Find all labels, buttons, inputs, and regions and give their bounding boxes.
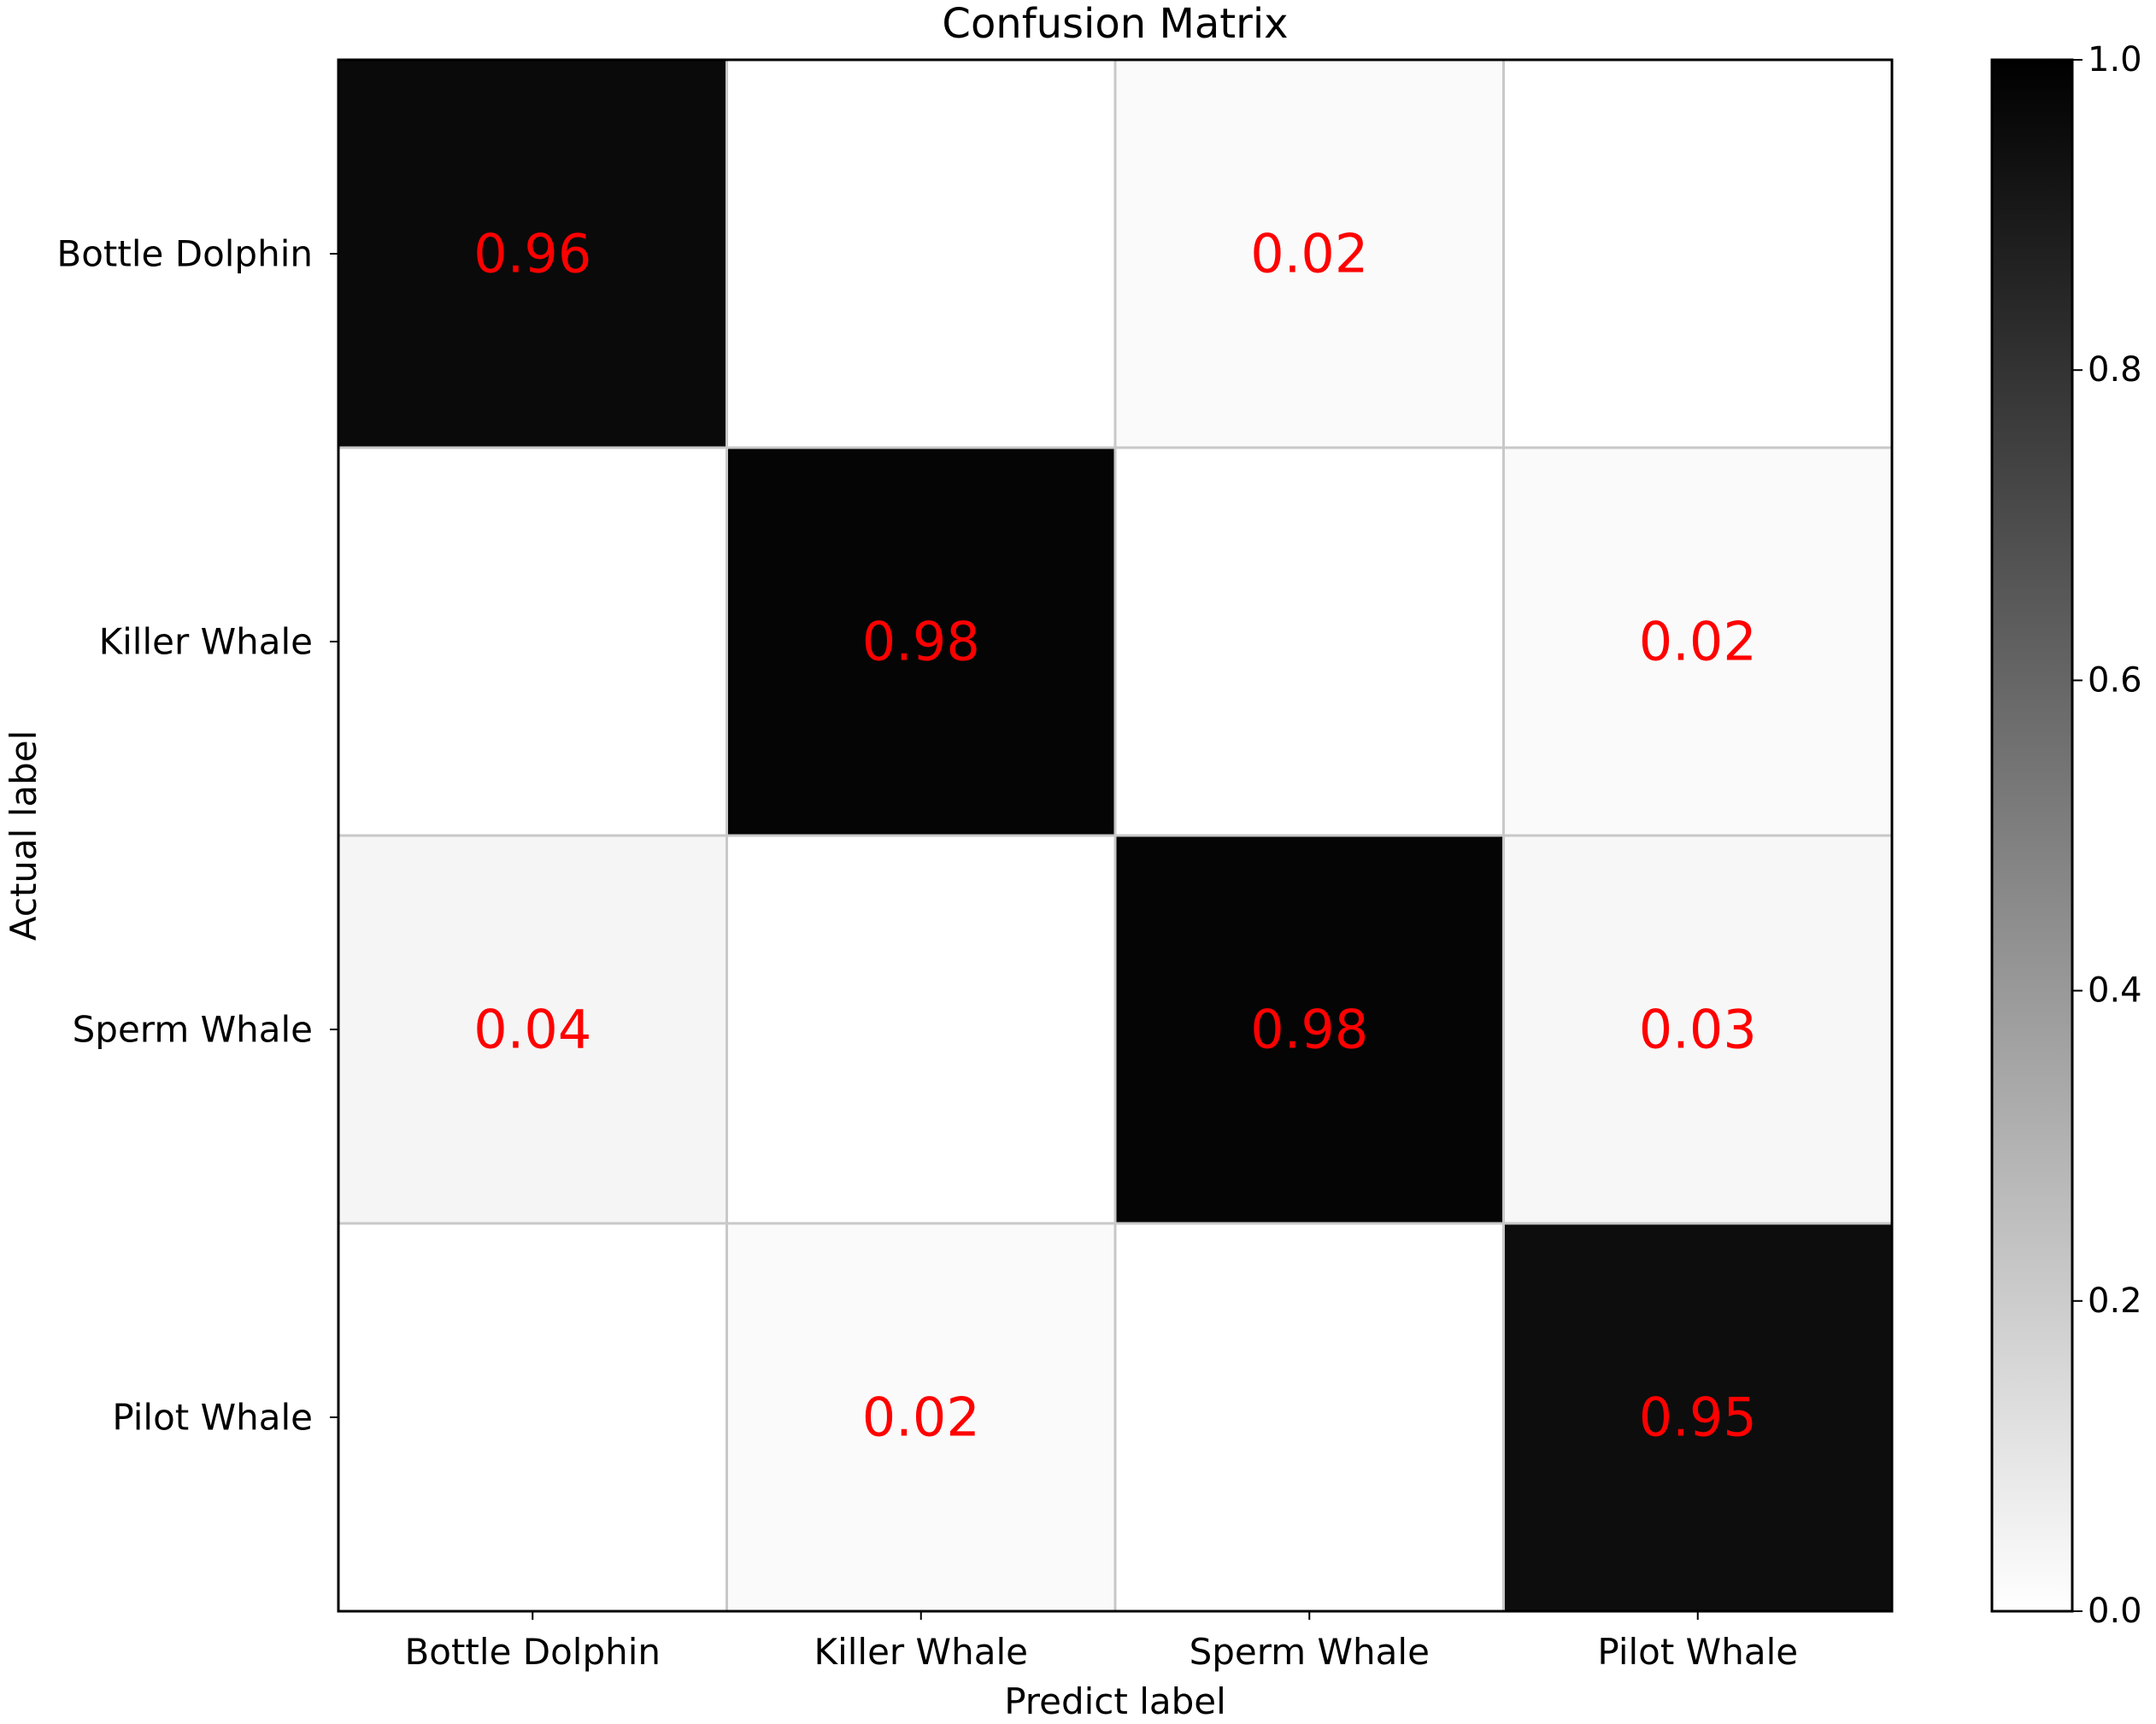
cell-value-r2-c3: 0.03: [1639, 999, 1757, 1061]
heatmap-cell-r1-c2: [1115, 448, 1504, 836]
cell-value-r1-c1: 0.98: [862, 611, 980, 673]
y-axis-label: Actual label: [3, 730, 44, 941]
y-tick-label: Bottle Dolphin: [56, 233, 313, 275]
heatmap-cell-r2-c2: [1115, 836, 1504, 1223]
heatmap-cell-r1-c1: [726, 448, 1115, 836]
heatmap-cell-r1-c0: [338, 448, 727, 836]
heatmap-cell-r0-c1: [726, 60, 1115, 448]
cell-value-r2-c2: 0.98: [1250, 999, 1368, 1061]
y-tick-label: Pilot Whale: [112, 1397, 313, 1439]
cell-value-r2-c0: 0.04: [473, 999, 591, 1061]
cell-value-r1-c3: 0.02: [1639, 611, 1757, 673]
heatmap-cells: [338, 60, 1892, 1611]
x-tick-label: Bottle Dolphin: [404, 1631, 661, 1673]
cell-value-r0-c0: 0.96: [473, 223, 591, 285]
heatmap-cell-r2-c1: [726, 836, 1115, 1223]
heatmap-cell-r0-c0: [338, 60, 727, 448]
heatmap-cell-r3-c1: [726, 1223, 1115, 1611]
heatmap-grid: [338, 60, 1892, 1611]
x-axis-label: Predict label: [1004, 1680, 1226, 1722]
colorbar-tick-label: 0.2: [2088, 1281, 2142, 1321]
colorbar-tick-label: 1.0: [2088, 40, 2142, 79]
cell-value-r3-c1: 0.02: [862, 1387, 980, 1449]
colorbar-tick-label: 0.8: [2088, 350, 2142, 390]
cell-value-labels: 0.96 0.02 0.98 0.02 0.04 0.98 0.03 0.02 0.95: [473, 223, 1757, 1449]
heatmap-cell-r3-c0: [338, 1223, 727, 1611]
y-tick-label: Sperm Whale: [73, 1009, 313, 1051]
colorbar-tick-label: 0.6: [2088, 660, 2142, 700]
cell-value-r3-c3: 0.95: [1639, 1387, 1757, 1449]
heatmap-cell-r2-c0: [338, 836, 727, 1223]
heatmap-cell-r3-c3: [1503, 1223, 1892, 1611]
plot-frame: [337, 58, 1894, 1613]
colorbar-tick-label: 0.0: [2088, 1592, 2142, 1631]
heatmap-cell-r3-c2: [1115, 1223, 1504, 1611]
heatmap-cell-r1-c3: [1503, 448, 1892, 836]
x-axis-ticks: Bottle Dolphin Killer Whale Sperm Whale Pil…: [404, 1611, 1798, 1673]
chart-title: Confusion Matrix: [942, 0, 1288, 48]
x-tick-label: Killer Whale: [814, 1631, 1028, 1673]
colorbar-ticks: 0.0 0.2 0.4 0.6 0.8 1.0: [2072, 40, 2142, 1631]
colorbar: [1990, 58, 2074, 1613]
x-tick-label: Pilot Whale: [1597, 1631, 1798, 1673]
heatmap-cell-r0-c2: [1115, 60, 1504, 448]
colorbar-tick-label: 0.4: [2088, 971, 2142, 1011]
x-tick-label: Sperm Whale: [1190, 1631, 1430, 1673]
y-tick-label: Killer Whale: [99, 621, 313, 663]
heatmap-cell-r2-c3: [1503, 836, 1892, 1223]
cell-value-r0-c2: 0.02: [1250, 223, 1368, 285]
heatmap-cell-r0-c3: [1503, 60, 1892, 448]
y-axis-ticks: Bottle Dolphin Killer Whale Sperm Whale Pil…: [56, 233, 338, 1439]
